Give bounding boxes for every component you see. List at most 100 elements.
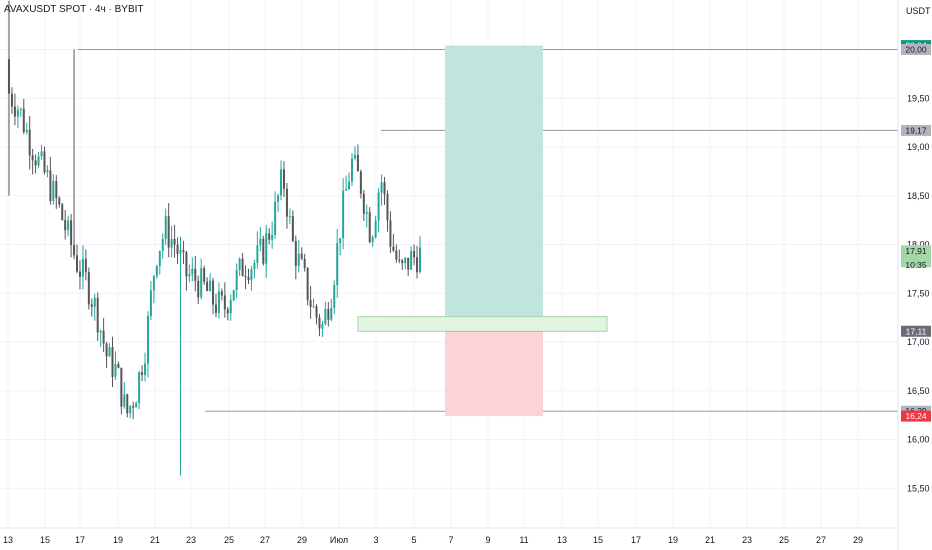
candle-body: [144, 363, 147, 375]
x-tick-label: 27: [260, 535, 270, 545]
candle-body: [176, 244, 179, 254]
candle-body: [102, 330, 105, 344]
candle-body: [297, 253, 300, 266]
candle-body: [108, 347, 111, 357]
x-tick-label: 21: [705, 535, 715, 545]
candle-body: [410, 250, 413, 270]
candle-body: [173, 238, 176, 245]
candle-body: [8, 59, 10, 94]
candle-body: [238, 258, 241, 271]
candle-body: [327, 308, 330, 320]
candle-body: [52, 180, 55, 202]
candle-body: [386, 194, 389, 221]
candle-body: [22, 108, 25, 132]
candle-body: [359, 171, 362, 194]
candle-body: [64, 220, 67, 231]
candle-body: [339, 238, 342, 244]
price-label-text: 17,11: [906, 326, 927, 336]
candle-body: [371, 237, 374, 243]
candle-body: [179, 250, 182, 254]
candle-body: [16, 109, 19, 117]
candle-body: [256, 245, 259, 264]
candle-body: [73, 244, 76, 256]
candle-body: [253, 263, 256, 270]
y-tick-label: 16,00: [907, 435, 930, 445]
candle-body: [277, 195, 280, 202]
candle-body: [146, 316, 149, 364]
price-label-box: [901, 124, 931, 136]
candle-body: [333, 285, 336, 308]
candle-body: [55, 180, 58, 198]
candle-body: [229, 300, 232, 314]
candle-body: [76, 255, 79, 272]
candle-body: [356, 154, 359, 172]
symbol-title: AVAXUSDT SPOT · 4ч · BYBIT: [4, 4, 144, 15]
candle-body: [389, 220, 392, 247]
candle-body: [368, 212, 371, 243]
price-label-box: [901, 410, 931, 422]
candle-body: [87, 272, 90, 305]
candle-body: [152, 276, 155, 291]
candle-body: [342, 190, 345, 239]
y-tick-label: 17,00: [907, 337, 930, 347]
candle-body: [407, 257, 410, 270]
candle-body: [285, 188, 288, 217]
candle-body: [262, 238, 265, 264]
y-tick-label: 19,50: [907, 93, 930, 103]
candle-body: [416, 257, 419, 273]
currency-label[interactable]: USDT: [906, 6, 931, 16]
candle-body: [214, 304, 217, 313]
candle-body: [291, 216, 294, 241]
candle-body: [404, 257, 407, 264]
x-tick-label: 3: [373, 535, 378, 545]
candle-body: [282, 169, 285, 189]
candle-body: [374, 220, 377, 238]
x-tick-label: 27: [816, 535, 826, 545]
x-tick-label: 7: [448, 535, 453, 545]
candle-body: [377, 192, 380, 221]
candle-body: [226, 309, 229, 314]
candle-body: [353, 154, 356, 159]
candle-body: [268, 233, 271, 240]
candle-body: [182, 250, 185, 252]
candle-body: [306, 267, 309, 301]
candle-body: [395, 250, 398, 260]
time-axis[interactable]: 13 15 17 19 21 23 25 27 29 Июл 3 5 7 9 11 13 15 17 19 21 23 2…: [3, 535, 863, 545]
x-tick-label: 25: [779, 535, 789, 545]
entry-zone-box[interactable]: [357, 316, 608, 332]
candle-body: [135, 403, 138, 408]
price-label-text: 17,91: [905, 246, 927, 256]
loss-zone[interactable]: [445, 331, 543, 417]
candle-body: [161, 238, 164, 251]
long-position-tool[interactable]: [357, 45, 608, 417]
candle-body: [49, 170, 52, 202]
candle-body: [96, 297, 99, 333]
candle-body: [212, 280, 215, 305]
x-tick-label: 13: [3, 535, 13, 545]
candle-body: [67, 220, 70, 231]
candle-body: [350, 158, 353, 182]
candle-body: [84, 258, 87, 273]
candle-body: [126, 394, 129, 414]
candle-body: [111, 347, 114, 377]
candle-body: [309, 300, 312, 307]
candle-body: [138, 372, 141, 404]
candle-body: [132, 406, 135, 408]
x-tick-label: 5: [411, 535, 416, 545]
x-tick-label: 29: [297, 535, 307, 545]
candle-body: [324, 308, 327, 324]
candle-body: [117, 363, 120, 368]
candle-body: [241, 258, 244, 276]
candle-body: [232, 290, 235, 301]
y-tick-label: 18,50: [907, 191, 930, 201]
candle-body: [141, 372, 144, 375]
candle-body: [244, 275, 247, 277]
profit-zone[interactable]: [445, 45, 543, 332]
candle-body: [247, 276, 250, 281]
y-tick-label: 17,50: [907, 288, 930, 298]
candle-body: [185, 251, 188, 277]
candle-body: [81, 258, 84, 277]
candle-body: [167, 216, 170, 248]
x-tick-label: 17: [75, 535, 85, 545]
